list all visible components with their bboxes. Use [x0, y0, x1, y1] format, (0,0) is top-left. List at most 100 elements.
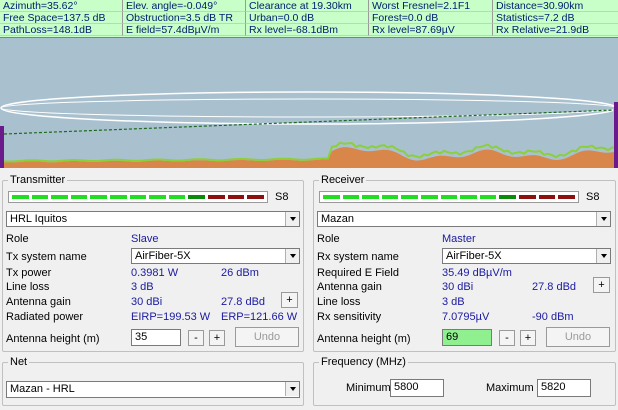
chevron-down-icon[interactable] — [285, 382, 299, 396]
transmitter-title: Transmitter — [8, 174, 68, 187]
frequency-title: Frequency (MHz) — [319, 356, 408, 369]
rx-role-label: Role — [317, 233, 340, 245]
tx-meter-segment — [247, 195, 264, 199]
frequency-min-label: Minimum — [346, 382, 391, 394]
rx-site-select[interactable]: Mazan — [317, 211, 611, 227]
frequency-group: Frequency (MHz) Minimum 5800 Maximum 582… — [313, 356, 616, 406]
rx-meter-segment — [558, 195, 575, 199]
info-worst-fresnel: Worst Fresnel=2.1F1 — [369, 0, 493, 12]
rx-sensitivity-label: Rx sensitivity — [317, 311, 382, 323]
path-profile-chart — [0, 38, 618, 168]
tx-meter-label: S8 — [275, 191, 289, 203]
tx-undo-button[interactable]: Undo — [235, 327, 299, 347]
rx-meter-segment — [401, 195, 419, 199]
rx-signal-meter — [319, 191, 579, 203]
rx-required-field-value: 35.49 dBµV/m — [442, 267, 512, 279]
frequency-max-label: Maximum — [486, 382, 534, 394]
frequency-min-input[interactable]: 5800 — [390, 379, 444, 397]
tx-meter-segment — [188, 195, 206, 199]
rx-gain-label: Antenna gain — [317, 281, 382, 293]
rx-meter-segment — [479, 195, 497, 199]
rx-undo-button[interactable]: Undo — [546, 327, 610, 347]
tx-meter-segment — [51, 195, 68, 199]
receiver-group: Receiver S8 Mazan Role Master Rx system … — [313, 174, 616, 352]
chevron-down-icon[interactable] — [285, 212, 299, 226]
tx-power-w: 0.3981 W — [131, 267, 179, 279]
tx-gain-dbd: 27.8 dBd — [221, 296, 266, 308]
tx-role-label: Role — [6, 233, 29, 245]
rx-meter-segment — [538, 195, 556, 199]
net-value: Mazan - HRL — [10, 383, 75, 395]
info-urban: Urban=0.0 dB — [246, 12, 369, 24]
tx-site-select[interactable]: HRL Iquitos — [6, 211, 300, 227]
rx-system-label: Rx system name — [317, 251, 399, 263]
tx-erp: ERP=121.66 W — [221, 311, 298, 323]
rx-meter-segment — [460, 195, 477, 199]
rx-antenna-marker — [614, 102, 618, 168]
rx-height-plus-button[interactable]: + — [520, 330, 536, 346]
rx-meter-segment — [323, 195, 340, 199]
info-elev-angle: Elev. angle=-0.049° — [123, 0, 246, 12]
tx-height-minus-button[interactable]: - — [188, 330, 204, 346]
chevron-down-icon[interactable] — [285, 249, 299, 263]
tx-height-input[interactable]: 35 — [131, 329, 181, 346]
tx-gain-plus-button[interactable]: + — [281, 292, 298, 308]
info-free-space: Free Space=137.5 dB — [0, 12, 123, 24]
tx-gain-label: Antenna gain — [6, 296, 71, 308]
info-path-loss: PathLoss=148.1dB — [0, 24, 123, 36]
info-distance: Distance=30.90km — [493, 0, 618, 12]
tx-meter-segment — [12, 195, 29, 199]
tx-system-select[interactable]: AirFiber-5X — [131, 248, 300, 264]
rx-height-input[interactable]: 69 — [442, 329, 492, 346]
tx-meter-segment — [129, 195, 147, 199]
transmitter-group: Transmitter S8 HRL Iquitos Role Slave Tx… — [2, 174, 304, 352]
chevron-down-icon[interactable] — [596, 249, 610, 263]
tx-power-label: Tx power — [6, 267, 52, 279]
rx-gain-dbd: 27.8 dBd — [532, 281, 577, 293]
rx-meter-segment — [440, 195, 458, 199]
chevron-down-icon[interactable] — [596, 212, 610, 226]
terrain-profile — [0, 147, 618, 168]
net-select[interactable]: Mazan - HRL — [6, 381, 300, 398]
rx-system-select[interactable]: AirFiber-5X — [442, 248, 611, 264]
info-e-field: E field=57.4dBµV/m — [123, 24, 246, 36]
tx-gain-dbi: 30 dBi — [131, 296, 163, 308]
tx-role-value: Slave — [131, 233, 159, 245]
line-of-sight — [3, 109, 615, 135]
rx-meter-segment — [342, 195, 360, 199]
tx-meter-segment — [227, 195, 245, 199]
tx-radiated-label: Radiated power — [6, 311, 84, 323]
info-clearance: Clearance at 19.30km — [246, 0, 369, 12]
tx-height-plus-button[interactable]: + — [209, 330, 225, 346]
rx-role-value: Master — [442, 233, 476, 245]
rx-height-minus-button[interactable]: - — [499, 330, 515, 346]
tx-meter-segment — [70, 195, 88, 199]
rx-meter-segment — [519, 195, 536, 199]
tx-antenna-marker — [0, 126, 4, 168]
tx-meter-segment — [110, 195, 127, 199]
profile-sky — [0, 38, 618, 168]
info-statistics: Statistics=7.2 dB — [493, 12, 618, 24]
tx-system-label: Tx system name — [6, 251, 87, 263]
tx-line-loss-label: Line loss — [6, 281, 50, 293]
path-profile — [0, 38, 618, 168]
tx-power-dbm: 26 dBm — [221, 267, 259, 279]
rx-line-loss-value: 3 dB — [442, 296, 465, 308]
rx-meter-segment — [381, 195, 399, 199]
info-azimuth: Azimuth=35.62° — [0, 0, 123, 12]
link-info-grid: Azimuth=35.62° Elev. angle=-0.049° Clearan… — [0, 0, 618, 38]
rx-system-value: AirFiber-5X — [446, 250, 502, 262]
rx-site-value: Mazan — [321, 213, 355, 225]
rx-sensitivity-uv: 7.0795µV — [442, 311, 490, 323]
rx-gain-plus-button[interactable]: + — [593, 277, 610, 293]
rx-required-field-label: Required E Field — [317, 267, 399, 279]
tx-signal-meter — [8, 191, 268, 203]
info-obstruction: Obstruction=3.5 dB TR — [123, 12, 246, 24]
tx-site-value: HRL Iquitos — [10, 213, 68, 225]
tx-line-loss-value: 3 dB — [131, 281, 154, 293]
rx-sensitivity-dbm: -90 dBm — [532, 311, 574, 323]
rx-meter-segment — [362, 195, 379, 199]
rx-height-label: Antenna height (m) — [317, 333, 411, 345]
frequency-max-input[interactable]: 5820 — [537, 379, 591, 397]
tx-meter-segment — [168, 195, 186, 199]
